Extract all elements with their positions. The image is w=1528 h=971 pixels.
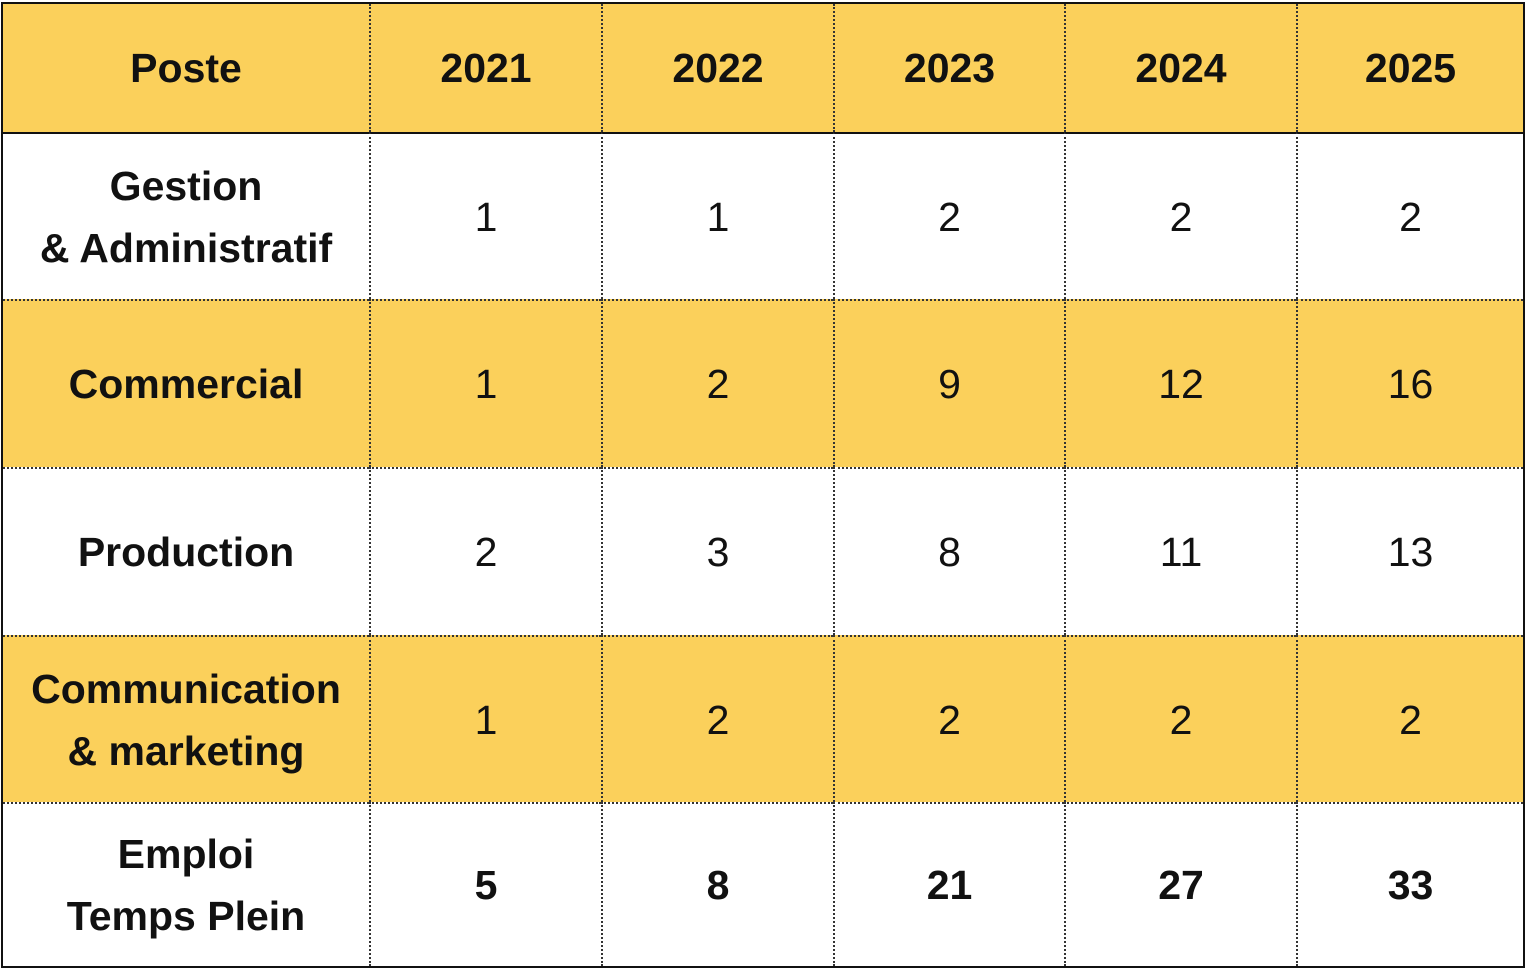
total-cell: 8	[601, 802, 833, 966]
cell-value: 2	[1296, 635, 1523, 802]
row-label-communication-marketing: Communication & marketing	[3, 635, 369, 802]
cell-value: 1	[369, 635, 601, 802]
cell-value: 1	[369, 132, 601, 299]
row-label-emploi-temps-plein: Emploi Temps Plein	[3, 802, 369, 966]
header-poste: Poste	[3, 4, 369, 132]
cell-value: 11	[1064, 467, 1296, 635]
header-year-2023: 2023	[833, 4, 1064, 132]
cell-value: 16	[1296, 299, 1523, 467]
cell-value: 2	[601, 299, 833, 467]
cell-value: 2	[1064, 132, 1296, 299]
cell-value: 3	[601, 467, 833, 635]
cell-value: 2	[1296, 132, 1523, 299]
cell-value: 2	[833, 635, 1064, 802]
header-year-2024: 2024	[1064, 4, 1296, 132]
header-year-2021: 2021	[369, 4, 601, 132]
header-year-2022: 2022	[601, 4, 833, 132]
total-cell: 33	[1296, 802, 1523, 966]
total-cell: 21	[833, 802, 1064, 966]
cell-value: 1	[369, 299, 601, 467]
cell-value: 2	[833, 132, 1064, 299]
row-label-gestion-administratif: Gestion & Administratif	[3, 132, 369, 299]
row-label-commercial: Commercial	[3, 299, 369, 467]
row-label-production: Production	[3, 467, 369, 635]
cell-value: 9	[833, 299, 1064, 467]
cell-value: 2	[1064, 635, 1296, 802]
cell-value: 2	[369, 467, 601, 635]
total-cell: 27	[1064, 802, 1296, 966]
cell-value: 12	[1064, 299, 1296, 467]
header-year-2025: 2025	[1296, 4, 1523, 132]
cell-value: 8	[833, 467, 1064, 635]
staffing-table-grid: Poste 2021 2022 2023 2024 2025 Gestion &…	[3, 4, 1523, 966]
cell-value: 2	[601, 635, 833, 802]
cell-value: 13	[1296, 467, 1523, 635]
cell-value: 1	[601, 132, 833, 299]
total-cell: 5	[369, 802, 601, 966]
